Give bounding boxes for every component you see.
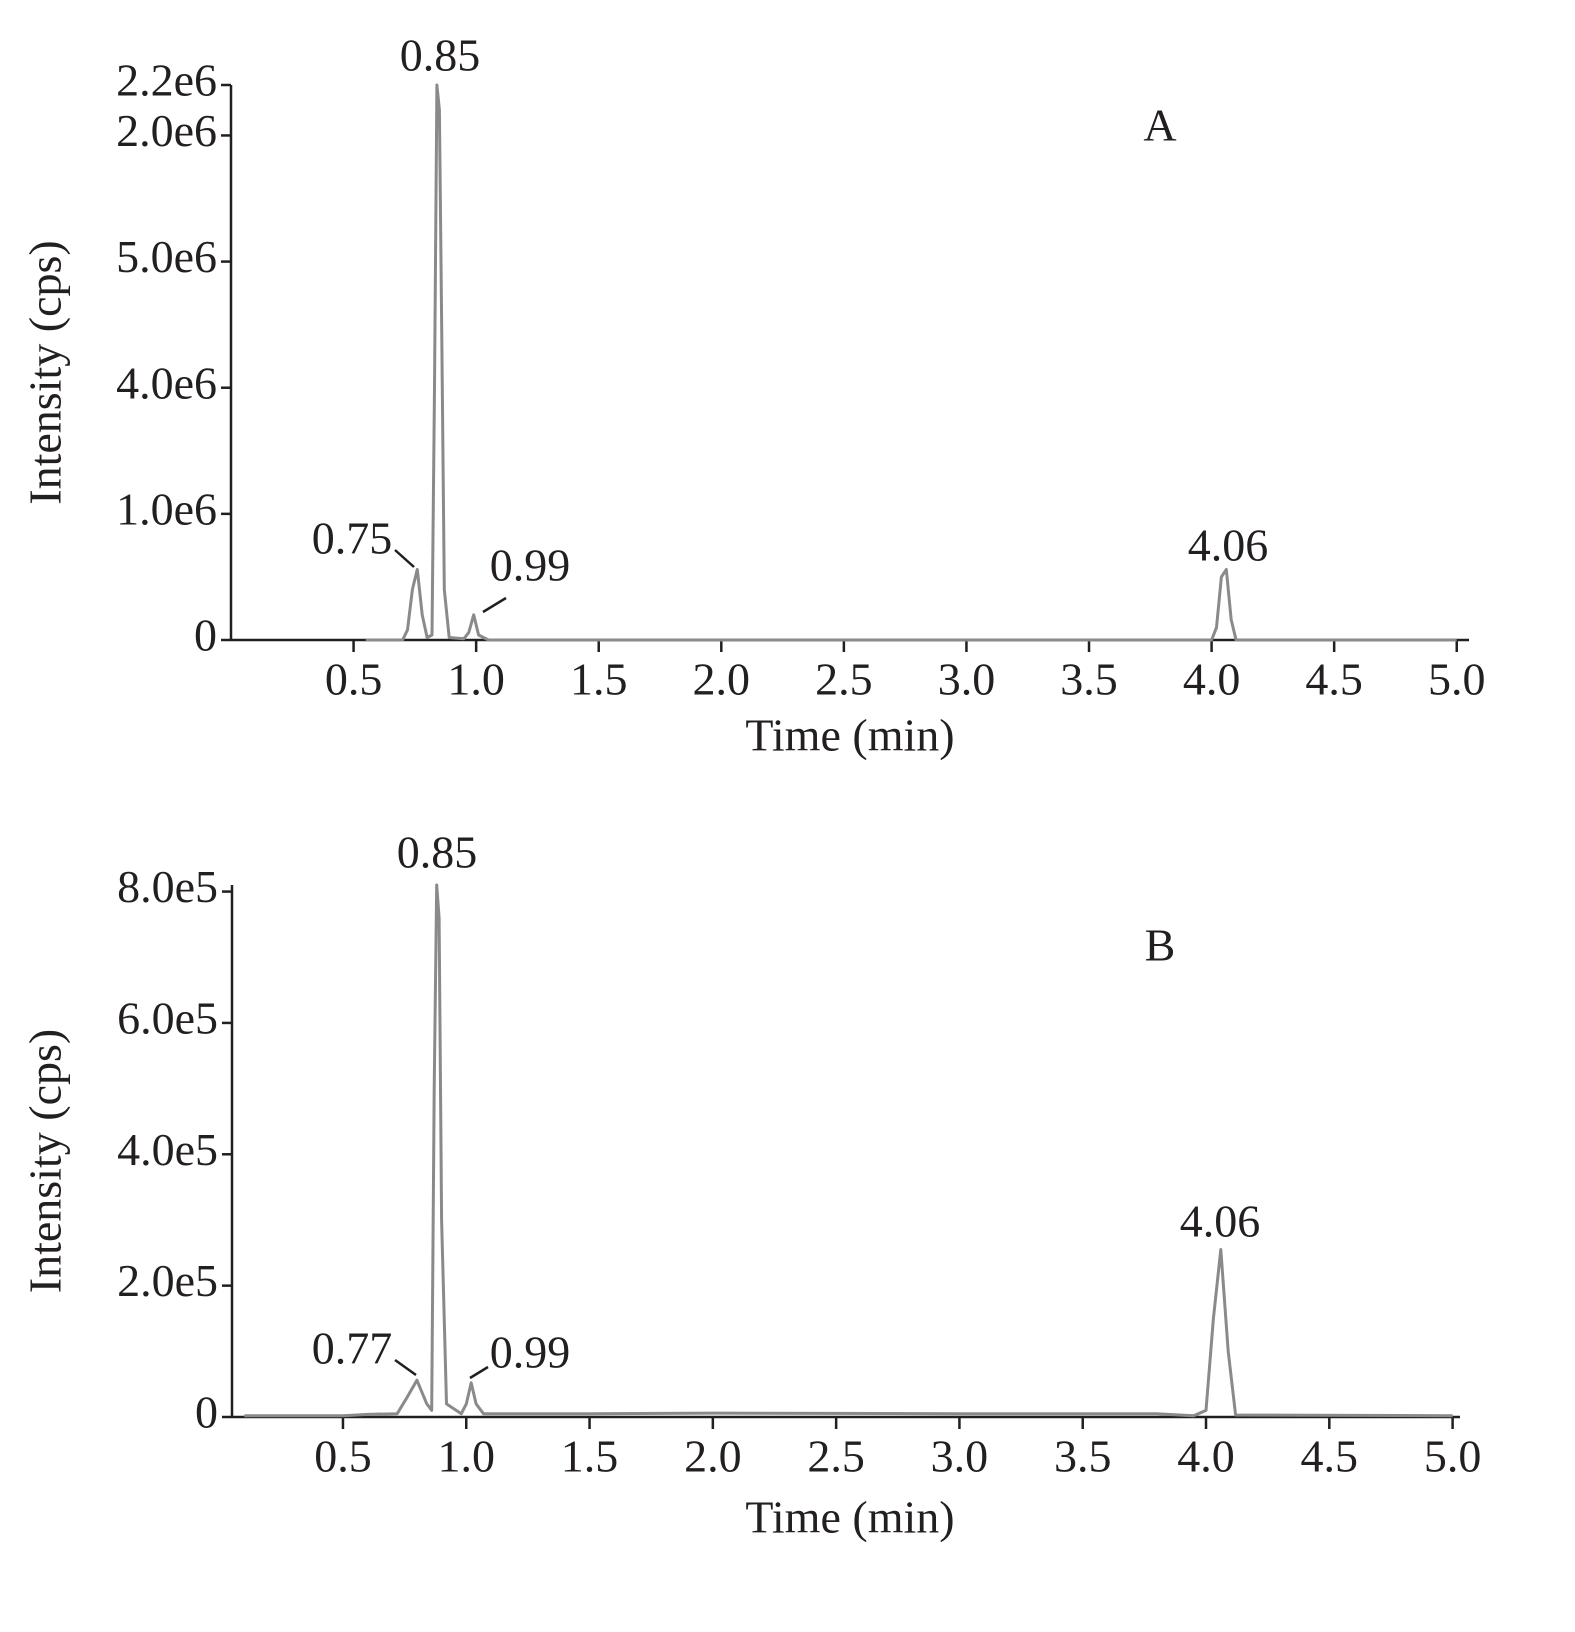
peak-label: 4.06 (1188, 520, 1269, 571)
y-axis-title: Intensity (cps) (20, 1029, 71, 1293)
x-tick-label: 3.0 (931, 1431, 989, 1482)
x-tick-label: 0.5 (325, 654, 383, 705)
x-tick-label: 2.5 (815, 654, 873, 705)
chromatogram-line (365, 83, 1457, 642)
x-tick-label: 1.5 (570, 654, 628, 705)
y-tick-label: 1.0e6 (116, 483, 217, 534)
x-tick-label: 5.0 (1424, 1431, 1482, 1482)
x-axis-title: Time (min) (745, 710, 954, 761)
x-tick-label: 1.0 (447, 654, 505, 705)
y-tick-label: 4.0e5 (117, 1124, 218, 1175)
peak-label: 4.06 (1180, 1196, 1261, 1247)
x-tick-label: 1.0 (438, 1431, 496, 1482)
y-tick-label: 6.0e5 (117, 992, 218, 1043)
peak-label: 0.77 (312, 1323, 393, 1374)
y-tick-label: 5.0e6 (116, 231, 217, 282)
y-tick-label: 0 (194, 610, 217, 661)
x-tick-label: 5.0 (1428, 654, 1486, 705)
x-tick-label: 4.0 (1177, 1431, 1235, 1482)
x-tick-label: 2.5 (807, 1431, 865, 1482)
y-tick-label: 0 (195, 1387, 218, 1438)
peak-label: 0.75 (312, 513, 393, 564)
x-tick-label: 3.5 (1054, 1431, 1112, 1482)
x-tick-label: 3.0 (938, 654, 996, 705)
x-tick-label: 4.0 (1183, 654, 1241, 705)
x-tick-label: 0.5 (314, 1431, 372, 1482)
y-tick-label: 8.0e5 (117, 861, 218, 912)
panel-label: B (1145, 920, 1176, 971)
x-tick-label: 3.5 (1060, 654, 1118, 705)
y-tick-label: 2.2e6 (116, 55, 217, 106)
peak-label: 0.99 (490, 540, 571, 591)
x-tick-label: 2.0 (684, 1431, 742, 1482)
x-axis-title: Time (min) (745, 1492, 954, 1543)
peak-label: 0.99 (490, 1327, 571, 1378)
x-tick-label: 2.0 (693, 654, 751, 705)
y-tick-label: 4.0e6 (116, 357, 217, 408)
leader-line (482, 596, 507, 614)
leader-line (469, 1365, 489, 1380)
chromatogram-line (244, 883, 1453, 1418)
y-tick-label: 2.0e5 (117, 1255, 218, 1306)
x-tick-label: 1.5 (561, 1431, 619, 1482)
peak-label: 0.85 (397, 827, 478, 878)
x-tick-label: 4.5 (1305, 654, 1363, 705)
leader-line (394, 549, 415, 568)
y-tick-label: 2.0e6 (116, 105, 217, 156)
y-axis-title: Intensity (cps) (20, 240, 71, 504)
panel-label: A (1143, 100, 1176, 151)
leader-line (394, 1358, 417, 1377)
x-tick-label: 4.5 (1301, 1431, 1359, 1482)
peak-label: 0.85 (400, 30, 481, 81)
